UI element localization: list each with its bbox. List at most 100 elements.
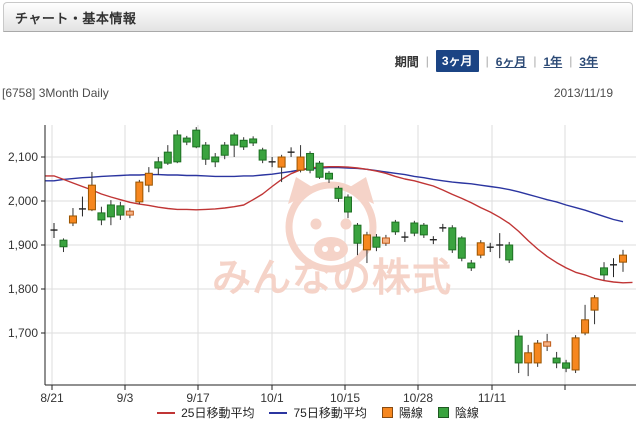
section-header: チャート・基本情報 xyxy=(3,2,633,32)
legend-item-bull: 陽線 xyxy=(381,404,423,421)
candle xyxy=(448,225,457,253)
y-axis-label: 1,900 xyxy=(8,238,38,252)
watermark-text: みんなの株式 xyxy=(212,257,452,300)
legend-item-ma75: 75日移動平均 xyxy=(269,404,367,421)
ma25-line xyxy=(45,165,633,284)
x-axis-label: 11/11 xyxy=(478,391,507,405)
ma25-line-swatch xyxy=(157,411,176,414)
candle xyxy=(325,171,334,183)
candle xyxy=(401,231,409,242)
candle xyxy=(50,223,58,238)
axes: 2,100 2,000 1,900 1,800 1,700 8/21 9/3 9/17 10/1… xyxy=(8,125,636,405)
period-selector: 期間 | 3ヶ月 | 6ヶ月 | 1年 | 3年 xyxy=(395,50,598,72)
section-title: チャート・基本情報 xyxy=(15,10,137,26)
candle xyxy=(439,223,447,232)
separator: | xyxy=(425,54,429,68)
candle xyxy=(524,344,533,377)
candle xyxy=(419,223,428,238)
candle xyxy=(87,171,96,212)
chart-date: 2013/11/19 xyxy=(553,86,613,100)
candle xyxy=(287,147,295,157)
legend-item-ma25: 25日移動平均 xyxy=(157,404,254,421)
period-option-3m[interactable]: 3ヶ月 xyxy=(435,50,479,72)
candle xyxy=(618,249,627,272)
candle xyxy=(277,154,286,183)
x-axis-label: 10/28 xyxy=(403,391,433,405)
candle xyxy=(362,231,371,264)
period-label: 期間 xyxy=(394,54,419,69)
y-axis-label: 1,700 xyxy=(8,326,38,340)
pig-face-icon xyxy=(285,181,377,273)
candle xyxy=(562,359,571,373)
candle xyxy=(315,160,324,179)
ma75-line xyxy=(45,166,624,223)
x-axis-label: 10/15 xyxy=(330,391,360,405)
legend-item-bear: 陰線 xyxy=(437,404,479,421)
separator: | xyxy=(533,54,537,68)
legend-label: 陰線 xyxy=(454,406,479,420)
y-axis-label: 2,100 xyxy=(8,150,38,164)
candle xyxy=(68,208,77,227)
candle xyxy=(211,153,220,168)
candle xyxy=(372,234,381,252)
bull-candle-swatch xyxy=(381,407,393,418)
candle xyxy=(552,351,561,369)
candle xyxy=(571,335,580,374)
candle xyxy=(230,132,239,157)
candle xyxy=(296,145,305,173)
candles xyxy=(50,127,627,377)
legend-label: 25日移動平均 xyxy=(181,406,255,420)
candle xyxy=(97,206,106,226)
candle xyxy=(410,220,419,237)
candle xyxy=(135,179,144,205)
x-axis-label: 9/17 xyxy=(186,391,210,405)
candle xyxy=(125,208,134,219)
candle xyxy=(505,241,514,264)
candle xyxy=(78,196,86,217)
candle xyxy=(533,340,542,367)
candle xyxy=(600,262,609,281)
candle xyxy=(353,223,362,256)
candle xyxy=(59,238,68,253)
candle xyxy=(486,242,494,253)
candle xyxy=(249,136,258,146)
candle xyxy=(144,167,153,193)
candle xyxy=(381,234,390,246)
candle xyxy=(163,145,172,165)
candle xyxy=(334,186,343,202)
x-axis-label: 9/3 xyxy=(117,391,134,405)
candle xyxy=(610,258,618,278)
candle xyxy=(192,127,201,149)
candle xyxy=(543,333,552,352)
pig-ear-icon xyxy=(345,177,374,204)
candle xyxy=(457,236,466,262)
candle xyxy=(239,137,248,150)
candle xyxy=(220,142,229,160)
candle xyxy=(467,259,476,271)
separator: | xyxy=(485,54,489,68)
candle xyxy=(173,130,182,164)
candle xyxy=(590,295,599,325)
ma75-line-swatch xyxy=(269,411,288,414)
period-option-3y[interactable]: 3年 xyxy=(579,54,598,69)
watermark-minkabu: みんなの株式 xyxy=(212,177,452,300)
chart-symbol-title: [6758] 3Month Daily xyxy=(2,86,109,100)
candle xyxy=(182,135,191,146)
candle xyxy=(514,329,523,374)
candle xyxy=(268,157,276,168)
period-option-6m[interactable]: 6ヶ月 xyxy=(495,54,527,69)
period-option-1y[interactable]: 1年 xyxy=(543,54,563,69)
candle xyxy=(258,147,267,164)
candle xyxy=(476,240,485,259)
separator: | xyxy=(569,54,573,68)
candle xyxy=(116,201,125,220)
candle xyxy=(106,200,115,226)
legend-label: 75日移動平均 xyxy=(293,406,367,420)
y-axis-label: 2,000 xyxy=(8,194,38,208)
pig-ear-icon xyxy=(288,177,317,204)
x-axis-label: 10/1 xyxy=(260,391,284,405)
candle xyxy=(201,142,210,165)
candle xyxy=(391,219,400,235)
